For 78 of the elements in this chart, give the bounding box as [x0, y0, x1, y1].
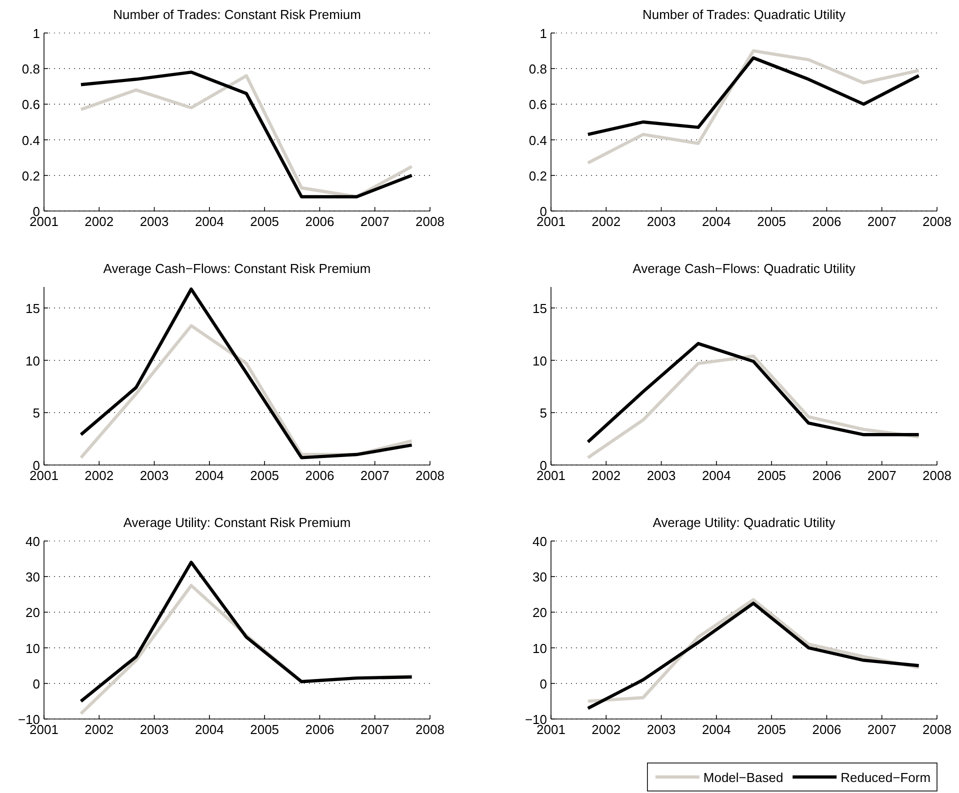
x-tick-label: 2006: [812, 468, 842, 483]
y-tick-label: 0.8: [528, 62, 547, 77]
y-tick-label: 0.2: [22, 168, 40, 184]
x-tick-label: 2003: [140, 468, 169, 483]
chart-title: Average Utility: Quadratic Utility: [652, 515, 836, 530]
chart-title: Average Cash−Flows: Constant Risk Premium: [103, 261, 371, 276]
y-tick-label: 0.6: [528, 97, 547, 112]
x-tick-label: 2007: [867, 214, 896, 229]
y-tick-label: 0.4: [528, 132, 547, 148]
x-tick-label: 2005: [757, 722, 786, 737]
x-tick-label: 2006: [305, 214, 334, 229]
x-tick-label: 2003: [140, 722, 169, 737]
x-tick-label: 2008: [416, 468, 444, 483]
x-tick-label: 2008: [922, 722, 952, 737]
x-tick-label: 2008: [922, 214, 952, 229]
x-tick-label: 2005: [757, 214, 786, 229]
x-tick-label: 2006: [305, 722, 334, 737]
y-tick-label: 30: [532, 570, 547, 585]
y-tick-label: 0.6: [22, 97, 40, 112]
y-tick-label: 5: [540, 406, 547, 421]
chart-title: Number of Trades: Constant Risk Premium: [113, 7, 361, 22]
x-tick-label: 2008: [922, 468, 952, 483]
x-tick-label: 2002: [84, 468, 114, 483]
x-tick-label: 2004: [702, 214, 731, 229]
y-tick-label: 0: [32, 676, 40, 692]
y-tick-label: 1: [540, 26, 547, 41]
legend-label: Reduced−Form: [840, 770, 931, 785]
x-tick-label: 2005: [757, 468, 786, 483]
x-tick-label: 2007: [360, 214, 390, 229]
x-tick-label: 2008: [416, 214, 444, 229]
line-series: [586, 354, 920, 460]
x-tick-label: 2004: [702, 722, 731, 737]
y-tick-label: 30: [26, 570, 40, 585]
y-tick-label: 1: [32, 26, 40, 41]
x-tick-label: 2002: [84, 722, 114, 737]
y-tick-label: 0: [540, 676, 547, 692]
x-tick-label: 2004: [194, 722, 224, 737]
x-tick-label: 2006: [305, 468, 334, 483]
y-tick-label: 10: [26, 353, 40, 368]
x-tick-label: 2007: [360, 722, 390, 737]
y-tick-label: 10: [532, 353, 547, 368]
chart-title: Number of Trades: Quadratic Utility: [642, 7, 846, 22]
x-tick-label: 2007: [867, 468, 896, 483]
chart-title: Average Utility: Constant Risk Premium: [123, 515, 351, 530]
x-tick-label: 2002: [592, 722, 621, 737]
y-tick-label: 0.4: [22, 132, 40, 148]
x-tick-label: 2003: [646, 214, 676, 229]
x-tick-label: 2003: [646, 468, 676, 483]
y-tick-label: 0.8: [22, 62, 40, 77]
x-tick-label: 2004: [194, 214, 224, 229]
x-tick-label: 2004: [194, 468, 224, 483]
x-tick-label: 2002: [84, 214, 114, 229]
x-tick-label: 2008: [416, 722, 444, 737]
y-tick-label: 20: [532, 605, 547, 620]
legend-label: Model−Based: [703, 770, 784, 785]
x-tick-label: 2004: [702, 468, 731, 483]
x-tick-label: 2002: [592, 468, 621, 483]
y-tick-label: 15: [532, 300, 547, 316]
line-series: [586, 49, 920, 165]
y-tick-label: 40: [26, 534, 40, 549]
x-tick-label: 2005: [250, 722, 280, 737]
y-tick-label: 5: [32, 406, 40, 421]
x-tick-label: 2003: [646, 722, 676, 737]
x-tick-label: 2006: [812, 214, 842, 229]
x-tick-label: 2005: [250, 214, 280, 229]
y-tick-label: 40: [532, 534, 547, 549]
x-tick-label: 2006: [812, 722, 842, 737]
y-tick-label: 15: [26, 300, 40, 316]
x-tick-label: 2002: [592, 214, 621, 229]
chart-title: Average Cash−Flows: Quadratic Utility: [632, 261, 856, 276]
y-tick-label: 0.2: [528, 168, 547, 184]
x-tick-label: 2007: [867, 722, 896, 737]
y-tick-label: 20: [26, 605, 40, 620]
y-tick-label: 10: [532, 640, 547, 656]
y-tick-label: 10: [26, 640, 40, 656]
x-tick-label: 2003: [140, 214, 169, 229]
x-tick-label: 2007: [360, 468, 390, 483]
x-tick-label: 2005: [250, 468, 280, 483]
